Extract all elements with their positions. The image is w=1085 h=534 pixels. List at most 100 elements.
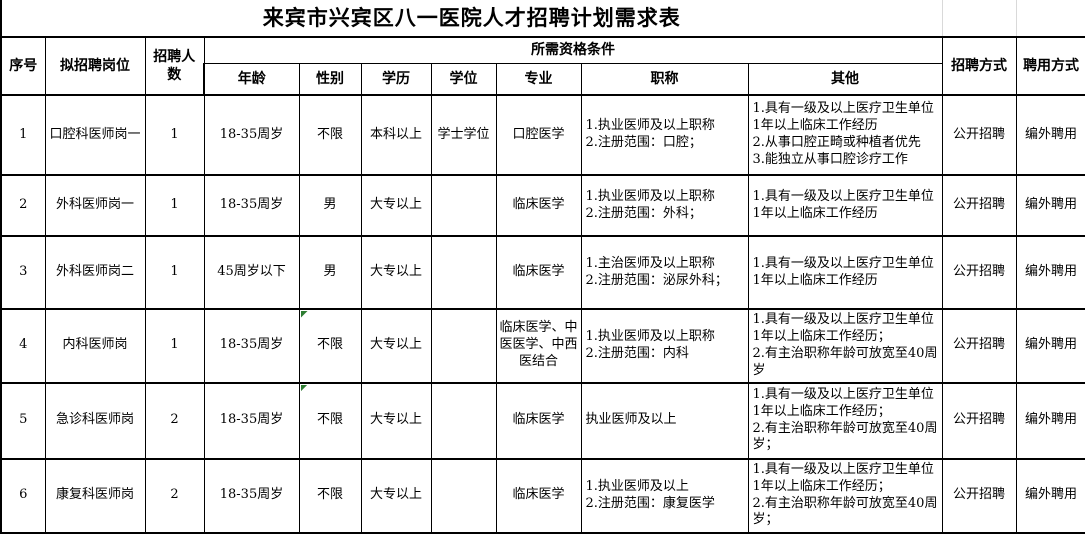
header-degree: 学位	[430, 62, 497, 96]
header-prof-title: 职称	[580, 62, 749, 96]
cell-degree	[430, 381, 497, 460]
header-gender: 性别	[298, 62, 362, 96]
table-row: 3 外科医师岗二 1 45周岁以下 男 大专以上 临床医学 1.主治医师及以上职…	[0, 235, 1085, 310]
cell-employ-method: 编外聘用	[1015, 174, 1085, 237]
cell-education: 大专以上	[360, 174, 432, 237]
cell-employ-method: 编外聘用	[1015, 381, 1085, 460]
cell-recruit-method: 公开招聘	[941, 94, 1017, 176]
header-major: 专业	[495, 62, 582, 96]
cell-gender: 不限	[298, 381, 362, 460]
cell-count: 1	[144, 174, 205, 237]
cell-other: 1.具有一级及以上医疗卫生单位1年以上临床工作经历； 2.有主治职称年龄可放宽至…	[747, 381, 943, 460]
cell-employ-method: 编外聘用	[1015, 235, 1085, 310]
cell-gender: 不限	[298, 308, 362, 384]
cell-position: 外科医师岗二	[44, 235, 146, 310]
cell-age: 45周岁以下	[203, 235, 300, 310]
cell-education: 大专以上	[360, 235, 432, 310]
gender-value: 不限	[316, 337, 343, 353]
cell-recruit-method: 公开招聘	[941, 308, 1017, 384]
cell-age: 18-35周岁	[203, 174, 300, 237]
cell-other: 1.具有一级及以上医疗卫生单位1年以上临床工作经历	[747, 235, 943, 310]
excel-error-triangle-icon	[300, 311, 308, 318]
table-row: 5 急诊科医师岗 2 18-35周岁 不限 大专以上 临床医学 执业医师及以上 …	[0, 381, 1085, 460]
cell-position: 外科医师岗一	[44, 174, 146, 237]
cell-education: 大专以上	[360, 457, 432, 534]
cell-degree	[430, 235, 497, 310]
cell-count: 2	[144, 457, 205, 534]
header-qualification-group: 所需资格条件	[203, 36, 943, 64]
cell-other: 1.具有一级及以上医疗卫生单位1年以上临床工作经历 2.从事口腔正畸或种植者优先…	[747, 94, 943, 176]
cell-education: 本科以上	[360, 94, 432, 176]
cell-education: 大专以上	[360, 308, 432, 384]
header-position: 拟招聘岗位	[44, 36, 146, 96]
cell-employ-method: 编外聘用	[1015, 457, 1085, 534]
header-seq: 序号	[0, 36, 46, 96]
cell-degree	[430, 457, 497, 534]
cell-prof-title: 1.主治医师及以上职称 2.注册范围：泌尿外科；	[580, 235, 749, 310]
cell-age: 18-35周岁	[203, 308, 300, 384]
cell-seq: 5	[0, 381, 46, 460]
cell-prof-title: 1.执业医师及以上 2.注册范围：康复医学	[580, 457, 749, 534]
header-count: 招聘人数	[144, 36, 205, 96]
cell-other: 1.具有一级及以上医疗卫生单位1年以上临床工作经历； 2.有主治职称年龄可放宽至…	[747, 308, 943, 384]
title-row-spacer	[941, 0, 1017, 37]
header-employ-method: 聘用方式	[1015, 36, 1085, 96]
cell-count: 1	[144, 235, 205, 310]
title-row-spacer	[1015, 0, 1085, 37]
cell-count: 1	[144, 94, 205, 176]
cell-age: 18-35周岁	[203, 457, 300, 534]
table-row: 6 康复科医师岗 2 18-35周岁 不限 大专以上 临床医学 1.执业医师及以…	[0, 457, 1085, 534]
cell-major: 口腔医学	[495, 94, 582, 176]
cell-count: 1	[144, 308, 205, 384]
cell-employ-method: 编外聘用	[1015, 308, 1085, 384]
cell-seq: 4	[0, 308, 46, 384]
header-row-top: 序号 拟招聘岗位 招聘人数 所需资格条件 招聘方式 聘用方式	[0, 36, 1085, 96]
cell-gender: 男	[298, 174, 362, 237]
cell-major: 临床医学	[495, 174, 582, 237]
table-row: 1 口腔科医师岗一 1 18-35周岁 不限 本科以上 学士学位 口腔医学 1.…	[0, 94, 1085, 176]
cell-gender: 不限	[298, 94, 362, 176]
table-row: 4 内科医师岗 1 18-35周岁 不限 大专以上 临床医学、中医医学、中西医结…	[0, 308, 1085, 384]
cell-other: 1.具有一级及以上医疗卫生单位1年以上临床工作经历	[747, 174, 943, 237]
gender-value: 不限	[316, 412, 343, 428]
cell-position: 康复科医师岗	[44, 457, 146, 534]
cell-age: 18-35周岁	[203, 94, 300, 176]
cell-gender: 不限	[298, 457, 362, 534]
header-education: 学历	[360, 62, 432, 96]
cell-prof-title: 1.执业医师及以上职称 2.注册范围：内科	[580, 308, 749, 384]
cell-position: 口腔科医师岗一	[44, 94, 146, 176]
excel-error-triangle-icon	[300, 384, 308, 392]
cell-count: 2	[144, 381, 205, 460]
cell-major: 临床医学	[495, 381, 582, 460]
cell-position: 内科医师岗	[44, 308, 146, 384]
cell-recruit-method: 公开招聘	[941, 457, 1017, 534]
cell-major: 临床医学	[495, 235, 582, 310]
cell-employ-method: 编外聘用	[1015, 94, 1085, 176]
cell-seq: 2	[0, 174, 46, 237]
header-other: 其他	[747, 62, 943, 96]
cell-degree	[430, 174, 497, 237]
cell-major: 临床医学、中医医学、中西医结合	[495, 308, 582, 384]
cell-degree	[430, 308, 497, 384]
cell-age: 18-35周岁	[203, 381, 300, 460]
page-title: 来宾市兴宾区八一医院人才招聘计划需求表	[0, 0, 943, 37]
cell-recruit-method: 公开招聘	[941, 235, 1017, 310]
header-row-sub: 年龄 性别 学历 学位 专业 职称 其他	[1, 62, 1085, 96]
cell-seq: 6	[0, 457, 46, 534]
cell-seq: 1	[0, 94, 46, 176]
cell-recruit-method: 公开招聘	[941, 381, 1017, 460]
cell-gender: 男	[298, 235, 362, 310]
cell-prof-title: 1.执业医师及以上职称 2.注册范围：外科；	[580, 174, 749, 237]
cell-prof-title: 执业医师及以上	[580, 381, 749, 460]
title-row: 来宾市兴宾区八一医院人才招聘计划需求表	[0, 0, 1085, 37]
cell-degree: 学士学位	[430, 94, 497, 176]
cell-prof-title: 1.执业医师及以上职称 2.注册范围：口腔；	[580, 94, 749, 176]
header-age: 年龄	[203, 62, 300, 96]
table-row: 2 外科医师岗一 1 18-35周岁 男 大专以上 临床医学 1.执业医师及以上…	[0, 174, 1085, 237]
cell-education: 大专以上	[360, 381, 432, 460]
cell-recruit-method: 公开招聘	[941, 174, 1017, 237]
cell-position: 急诊科医师岗	[44, 381, 146, 460]
cell-seq: 3	[0, 235, 46, 310]
cell-major: 临床医学	[495, 457, 582, 534]
